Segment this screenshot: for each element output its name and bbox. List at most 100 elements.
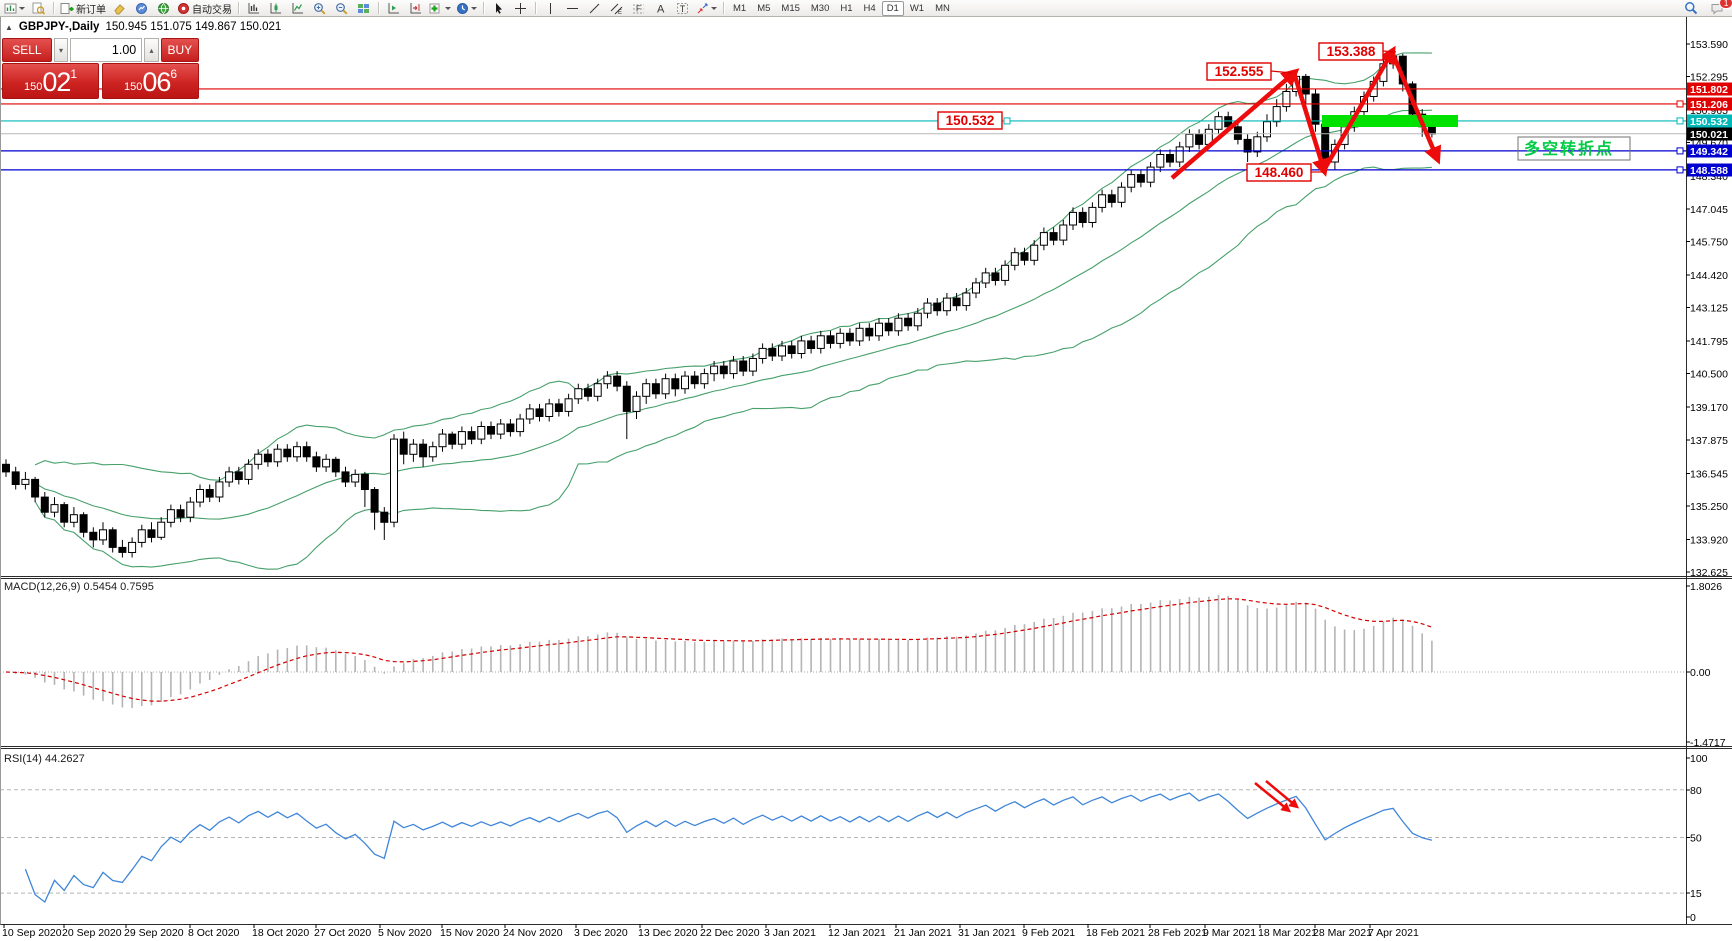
svg-text:F: F <box>636 4 641 13</box>
date-tick: 3 Jan 2021 <box>764 927 816 939</box>
price-tick: 139.170 <box>1690 402 1728 414</box>
date-tick: 5 Nov 2020 <box>378 927 432 939</box>
sell-price-button[interactable]: 150 02 1 <box>2 63 99 99</box>
equidistant-channel-button[interactable]: E <box>606 0 627 17</box>
autotrade-button[interactable]: 自动交易 <box>175 0 234 17</box>
timeframe-m15[interactable]: M15 <box>781 2 800 14</box>
fibonacci-button[interactable]: F <box>628 0 649 17</box>
trendline-button[interactable] <box>584 0 605 17</box>
channel-icon: E <box>610 3 623 15</box>
trend-arrow[interactable] <box>1389 51 1442 165</box>
crosshair-button[interactable] <box>510 0 531 17</box>
price-annotation[interactable]: 150.532 <box>937 111 1003 130</box>
price-annotation[interactable]: 148.460 <box>1246 163 1323 182</box>
buy-button[interactable]: BUY <box>160 38 200 62</box>
axis-price-badge: 151.206 <box>1687 97 1732 111</box>
sell-button[interactable]: SELL <box>2 38 52 62</box>
timeframe-w1[interactable]: W1 <box>909 2 925 14</box>
date-tick: 12 Jan 2021 <box>828 927 886 939</box>
rsi-tick: 15 <box>1690 888 1702 900</box>
svg-text:153.388: 153.388 <box>1327 44 1376 59</box>
new-order-button[interactable]: 新订单 <box>58 0 108 17</box>
rsi-arrow[interactable] <box>1265 780 1300 809</box>
hline-handle[interactable] <box>1676 147 1684 155</box>
timeframe-m5[interactable]: M5 <box>757 2 771 14</box>
horizontal-line-button[interactable] <box>562 0 583 17</box>
hline-handle[interactable] <box>1676 117 1684 125</box>
periods-button[interactable] <box>454 0 479 17</box>
tile-windows-button[interactable] <box>353 0 374 17</box>
trend-arrow[interactable] <box>1170 68 1300 180</box>
indicators-button[interactable] <box>427 0 453 17</box>
date-tick: 20 Sep 2020 <box>62 927 122 939</box>
timeframe-h4[interactable]: H4 <box>863 2 876 14</box>
rsi-line <box>24 792 1433 904</box>
text-button[interactable]: A <box>650 0 671 17</box>
price-annotation[interactable]: 153.388 <box>1318 42 1397 61</box>
price-tick: 152.295 <box>1690 72 1728 84</box>
timeframe-d1[interactable]: D1 <box>881 0 904 16</box>
axis-price-badge: 151.802 <box>1687 82 1732 96</box>
timeframe-h1[interactable]: H1 <box>840 2 853 14</box>
zoom-in-button[interactable] <box>309 0 330 17</box>
trend-arrow[interactable] <box>1322 45 1396 172</box>
toolbar: 新订单 自动交易 <box>0 0 1732 17</box>
text-label-button[interactable]: T <box>672 0 693 17</box>
rsi-panel: RSI(14) 44.2627 <box>0 753 1686 904</box>
text-label-icon: T <box>677 2 688 14</box>
eraser-icon <box>114 3 125 14</box>
profiles-button[interactable] <box>28 0 49 17</box>
new-chart-button[interactable] <box>2 0 27 17</box>
autotrade-icon <box>178 2 189 14</box>
hline-handle[interactable] <box>1003 117 1011 125</box>
green-highlight-bar[interactable] <box>1322 115 1458 127</box>
price-annotation[interactable]: 152.555 <box>1206 62 1293 81</box>
zoom-out-button[interactable] <box>331 0 352 17</box>
svg-text:150.021: 150.021 <box>1690 129 1728 141</box>
community-button[interactable] <box>153 0 174 17</box>
date-tick: 28 Feb 2021 <box>1148 927 1207 939</box>
trend-arrow[interactable] <box>1291 72 1330 177</box>
notifications-button[interactable]: 1 <box>1707 0 1732 17</box>
date-tick: 18 Mar 2021 <box>1258 927 1317 939</box>
eraser-button[interactable] <box>109 0 130 17</box>
rsi-arrow[interactable] <box>1254 782 1292 813</box>
vertical-line-icon <box>550 2 551 14</box>
chart-shift-button[interactable] <box>405 0 426 17</box>
search-button[interactable] <box>1680 0 1701 17</box>
price-tick: 140.500 <box>1690 369 1728 381</box>
collapse-icon[interactable]: ▲ <box>5 22 13 32</box>
buy-price-big: 06 <box>142 67 171 97</box>
buy-price-button[interactable]: 150 06 6 <box>102 63 199 99</box>
hline-handle[interactable] <box>1676 166 1684 174</box>
sell-price-sup: 1 <box>70 67 78 81</box>
volume-input[interactable] <box>70 38 143 62</box>
expert-advisors-button[interactable] <box>131 0 152 17</box>
toolbar-separator <box>238 2 239 14</box>
timeframe-m1[interactable]: M1 <box>733 2 747 14</box>
date-tick: 18 Feb 2021 <box>1086 927 1145 939</box>
timeframe-m30[interactable]: M30 <box>810 2 830 14</box>
arrows-tool-button[interactable] <box>694 0 719 17</box>
date-tick: 10 Sep 2020 <box>2 927 62 939</box>
volume-increase-button[interactable]: ▴ <box>144 38 159 62</box>
macd-label: MACD(12,26,9) 0.5454 0.7595 <box>4 581 154 593</box>
bar-chart-button[interactable] <box>243 0 264 17</box>
vertical-line-button[interactable] <box>540 0 561 17</box>
community-icon <box>158 2 169 14</box>
notification-badge: 1 <box>1719 0 1732 9</box>
date-tick: 31 Jan 2021 <box>958 927 1016 939</box>
candle-chart-button[interactable] <box>265 0 286 17</box>
volume-decrease-button[interactable]: ▾ <box>53 38 69 62</box>
macd-tick: 0.00 <box>1690 667 1711 679</box>
timeframe-mn[interactable]: MN <box>935 2 950 14</box>
cursor-button[interactable] <box>488 0 509 17</box>
tile-windows-icon <box>358 3 369 13</box>
axis-price-badge: 150.532 <box>1687 114 1732 128</box>
line-chart-button[interactable] <box>287 0 308 17</box>
note-label[interactable]: 多空转折点 <box>1517 136 1631 161</box>
hline-handle[interactable] <box>1676 100 1684 108</box>
auto-scroll-button[interactable] <box>383 0 404 17</box>
